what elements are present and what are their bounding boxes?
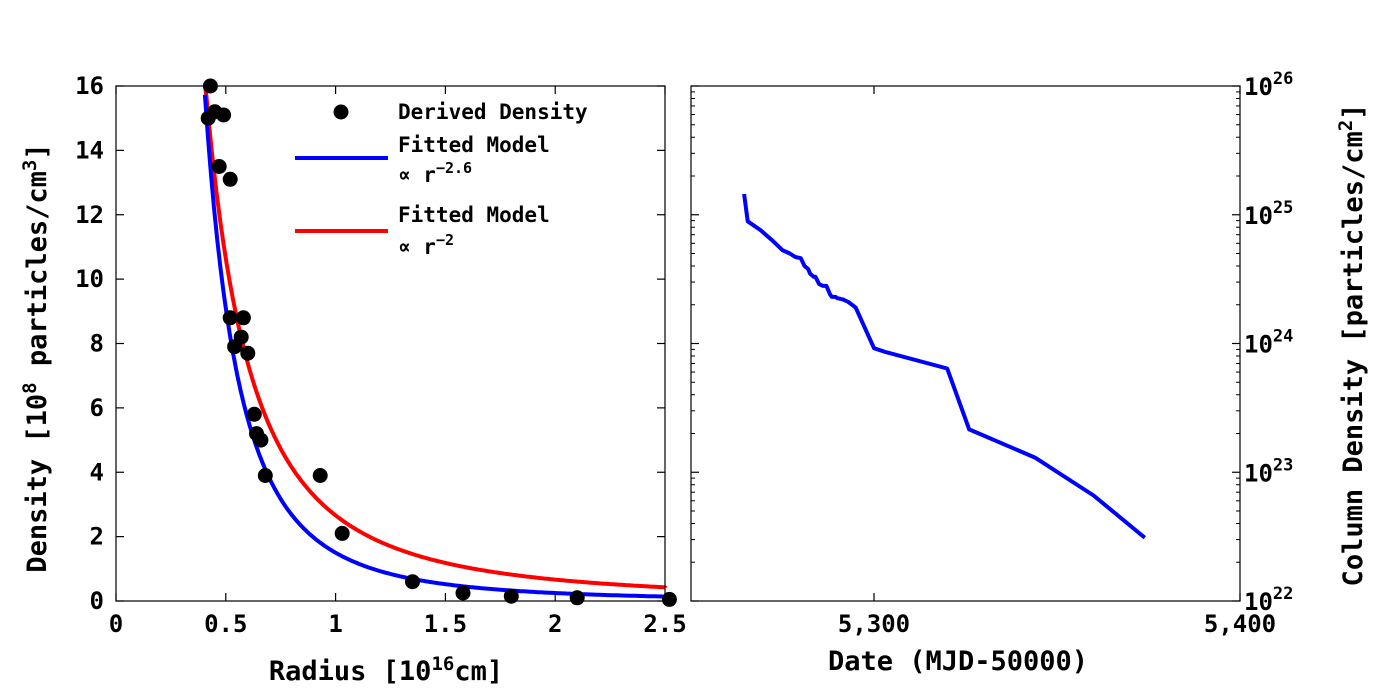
data-point — [503, 588, 519, 604]
right-panel: 5,300 5,400 1022 1023 1024 1025 1026 Date (MJ… — [690, 69, 1369, 677]
y-tick-label: 10 — [75, 265, 104, 293]
data-point — [222, 171, 238, 187]
y-tick-label: 2 — [90, 523, 104, 551]
left-legend: Derived Density Fitted Model ∝ r−2.6 Fit… — [295, 100, 588, 259]
y-tick-label: 4 — [90, 458, 104, 486]
data-point — [235, 310, 251, 326]
left-panel: 0 0.5 1 1.5 2 2.5 0 2 4 6 8 10 12 14 16 Derived Densi… — [19, 72, 687, 687]
left-plot-area — [200, 78, 677, 607]
legend-label-fitted-model-blue: Fitted Model — [398, 133, 550, 157]
data-point — [334, 525, 350, 541]
right-x-ticks: 5,300 5,400 — [838, 86, 1276, 638]
data-point — [216, 107, 232, 123]
left-x-axis-label: Radius [1016cm] — [269, 653, 503, 687]
x-tick-label: 1.5 — [424, 610, 467, 638]
y-tick-label: 16 — [75, 72, 104, 100]
data-point — [312, 468, 328, 483]
data-point — [211, 159, 227, 174]
right-y-axis-label: Column Density [particles/cm2] — [1335, 104, 1369, 587]
x-tick-label: 5,400 — [1204, 610, 1276, 638]
right-y-ticks: 1022 1023 1024 1025 1026 — [691, 69, 1293, 616]
data-point — [246, 406, 262, 422]
left-x-ticks: 0 0.5 1 1.5 2 2.5 — [109, 86, 687, 638]
data-point — [240, 345, 256, 361]
y-tick-label: 12 — [75, 201, 104, 229]
x-tick-label: 0.5 — [204, 610, 247, 638]
data-point — [257, 468, 273, 483]
y-tick-label: 0 — [90, 587, 104, 615]
x-tick-label: 2 — [548, 610, 562, 638]
data-point — [661, 591, 677, 607]
x-tick-label: 0 — [109, 610, 123, 638]
x-tick-label: 2.5 — [643, 610, 686, 638]
data-point — [569, 590, 585, 606]
legend-label-exponent-blue: ∝ r−2.6 — [398, 159, 472, 187]
fit-curve — [202, 94, 666, 599]
legend-label-derived-density: Derived Density — [398, 100, 588, 124]
data-point — [222, 310, 238, 326]
y-tick-label: 1022 — [1244, 584, 1293, 616]
y-tick-label: 1024 — [1244, 327, 1293, 359]
column-density-line — [742, 193, 1147, 540]
legend-marker-derived-density — [333, 104, 349, 120]
legend-label-exponent-red: ∝ r−2 — [398, 231, 454, 259]
y-tick-label: 1026 — [1244, 69, 1293, 101]
left-axes-frame — [115, 85, 666, 602]
y-tick-label: 6 — [90, 394, 104, 422]
data-point — [455, 585, 471, 601]
data-point — [405, 574, 420, 590]
y-tick-label: 1025 — [1244, 198, 1293, 230]
y-tick-label: 1023 — [1244, 455, 1293, 487]
right-axes-frame — [690, 85, 1241, 602]
data-point — [233, 329, 249, 345]
right-plot-area — [742, 193, 1147, 540]
right-x-axis-label: Date (MJD-50000) — [828, 646, 1088, 677]
y-tick-label: 8 — [90, 330, 104, 358]
x-tick-label: 5,300 — [838, 610, 910, 638]
fit-curve — [202, 83, 667, 590]
legend-label-fitted-model-red: Fitted Model — [398, 203, 550, 227]
data-point — [253, 432, 269, 448]
y-tick-label: 14 — [75, 136, 104, 164]
left-y-axis-label: Density [108 particles/cm3] — [19, 143, 53, 572]
x-tick-label: 1 — [328, 610, 342, 638]
left-y-ticks: 0 2 4 6 8 10 12 14 16 — [75, 72, 665, 615]
